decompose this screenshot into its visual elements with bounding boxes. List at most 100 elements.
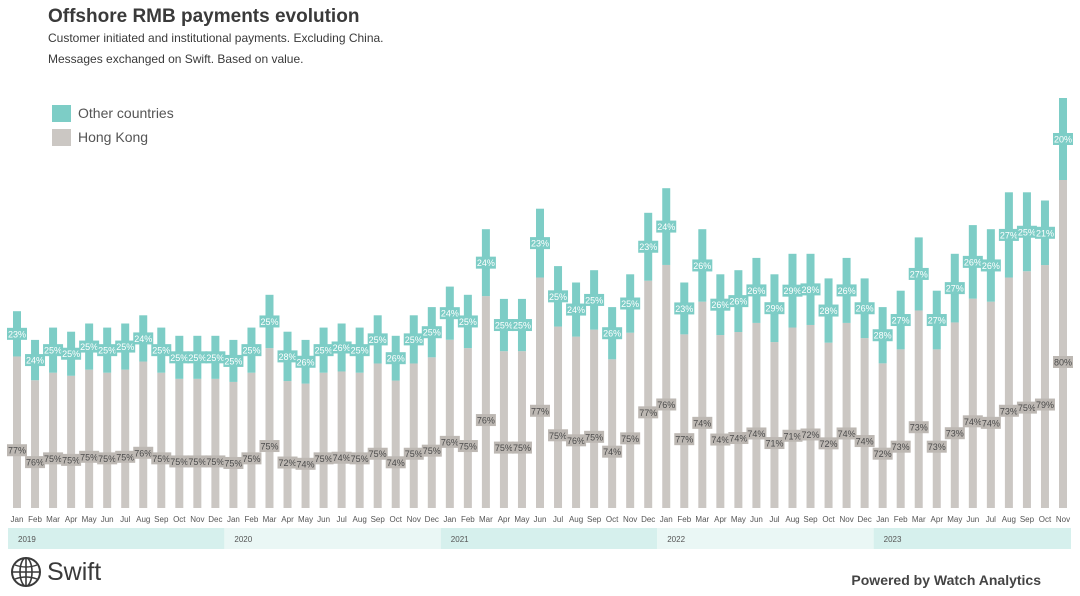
data-label-hong-kong: 74% <box>838 429 856 439</box>
data-label-bg-other <box>403 333 424 346</box>
data-label-hong-kong: 75% <box>98 454 116 464</box>
data-label-other-countries: 25% <box>206 353 224 363</box>
data-label-bg-hk <box>638 406 659 419</box>
bar-hong-kong <box>121 369 130 508</box>
bar-hong-kong <box>409 363 418 508</box>
data-label-other-countries: 25% <box>260 317 278 327</box>
x-tick-label: Jun <box>966 515 979 524</box>
legend-label-hong-kong: Hong Kong <box>78 129 149 145</box>
data-label-bg-other <box>367 333 388 346</box>
data-label-hong-kong: 73% <box>946 429 964 439</box>
legend-label-other-countries: Other countries <box>78 105 174 121</box>
data-label-bg-other <box>998 228 1019 241</box>
bar-hong-kong <box>896 349 905 508</box>
data-label-bg-hk <box>692 416 713 429</box>
data-label-other-countries: 28% <box>802 285 820 295</box>
bar-hong-kong <box>986 301 995 508</box>
data-label-bg-other <box>746 284 767 297</box>
x-tick-label: May <box>947 515 962 524</box>
data-label-other-countries: 20% <box>1054 135 1072 145</box>
data-label-hong-kong: 71% <box>765 439 783 449</box>
data-label-bg-hk <box>602 445 623 458</box>
data-label-bg-hk <box>421 444 442 457</box>
data-label-bg-other <box>728 295 749 308</box>
data-label-bg-hk <box>998 404 1019 417</box>
data-label-bg-other <box>926 314 947 327</box>
x-tick-label: Sep <box>371 515 386 524</box>
x-tick-label: Oct <box>173 515 186 524</box>
bar-hong-kong <box>247 372 256 508</box>
x-tick-label: Nov <box>839 515 853 524</box>
bar-hong-kong <box>211 378 220 508</box>
data-label-bg-other <box>151 344 172 357</box>
data-label-bg-other <box>241 344 262 357</box>
data-label-bg-hk <box>241 452 262 465</box>
year-label: 2022 <box>667 535 685 544</box>
data-label-other-countries: 21% <box>1036 228 1054 238</box>
data-label-hong-kong: 76% <box>657 400 675 410</box>
x-tick-label: Dec <box>641 515 655 524</box>
bar-hong-kong <box>914 310 923 508</box>
data-label-hong-kong: 75% <box>459 442 477 452</box>
data-label-bg-hk <box>584 430 605 443</box>
bar-hong-kong <box>283 381 292 508</box>
data-label-other-countries: 29% <box>765 304 783 314</box>
data-label-hong-kong: 73% <box>892 442 910 452</box>
data-label-other-countries: 24% <box>567 305 585 315</box>
legend-item-other-countries: Other countries <box>52 103 174 123</box>
data-label-bg-hk <box>7 444 27 457</box>
data-label-hong-kong: 75% <box>315 454 333 464</box>
bar-hong-kong <box>626 332 635 508</box>
bar-hong-kong <box>860 338 869 508</box>
x-tick-label: Mar <box>263 515 277 524</box>
x-tick-label: Mar <box>912 515 926 524</box>
data-label-other-countries: 24% <box>441 309 459 319</box>
data-label-bg-hk <box>349 452 370 465</box>
data-label-bg-other <box>818 304 839 317</box>
legend-item-hong-kong: Hong Kong <box>52 127 174 147</box>
year-band <box>657 528 874 549</box>
data-label-hong-kong: 76% <box>26 458 44 468</box>
x-tick-label: Jan <box>227 515 240 524</box>
x-tick-label: Feb <box>461 515 475 524</box>
data-label-bg-other <box>548 290 569 303</box>
bar-hong-kong <box>373 363 382 508</box>
data-label-other-countries: 25% <box>242 346 260 356</box>
data-label-hong-kong: 75% <box>369 449 387 459</box>
data-label-hong-kong: 77% <box>531 406 549 416</box>
data-label-bg-other <box>223 354 244 367</box>
data-label-bg-other <box>980 259 1001 272</box>
globe-icon <box>11 557 41 587</box>
data-label-other-countries: 25% <box>405 335 423 345</box>
data-label-hong-kong: 73% <box>910 423 928 433</box>
data-label-other-countries: 25% <box>315 346 333 356</box>
bar-hong-kong <box>878 363 887 508</box>
x-tick-label: Sep <box>803 515 818 524</box>
data-label-bg-hk <box>836 427 857 440</box>
bar-hong-kong <box>698 301 707 508</box>
data-label-other-countries: 26% <box>603 329 621 339</box>
data-label-other-countries: 25% <box>459 317 477 327</box>
data-label-bg-hk <box>872 447 893 460</box>
x-tick-label: Jul <box>986 515 996 524</box>
data-label-hong-kong: 72% <box>820 439 838 449</box>
data-label-bg-other <box>710 298 731 311</box>
data-label-bg-hk <box>277 456 298 469</box>
chart-title: Offshore RMB payments evolution <box>48 6 360 27</box>
bar-hong-kong <box>49 372 58 508</box>
data-label-hong-kong: 75% <box>513 443 531 453</box>
data-label-other-countries: 25% <box>224 356 242 366</box>
x-tick-label: Apr <box>65 515 78 524</box>
data-label-hong-kong: 74% <box>856 437 874 447</box>
data-label-hong-kong: 75% <box>495 443 513 453</box>
x-tick-label: Mar <box>695 515 709 524</box>
bar-hong-kong <box>175 378 184 508</box>
data-label-other-countries: 28% <box>874 331 892 341</box>
data-label-hong-kong: 77% <box>675 435 693 445</box>
data-label-bg-other <box>620 297 641 310</box>
data-label-hong-kong: 77% <box>8 446 26 456</box>
data-label-hong-kong: 74% <box>297 459 315 469</box>
data-label-hong-kong: 74% <box>333 453 351 463</box>
year-band <box>873 528 1071 549</box>
x-tick-label: Dec <box>858 515 872 524</box>
